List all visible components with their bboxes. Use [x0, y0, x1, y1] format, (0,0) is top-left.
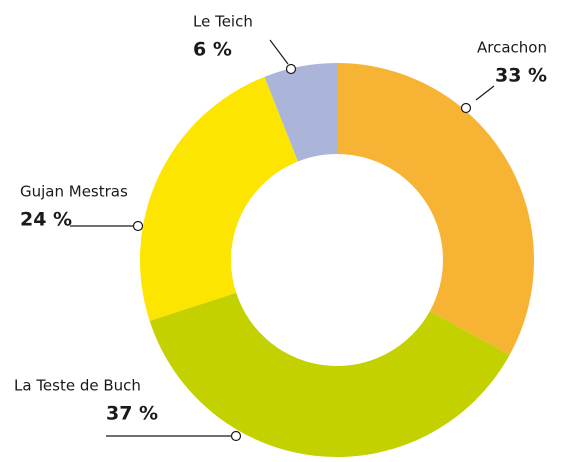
segment-value: 33 %	[495, 65, 547, 87]
segment-name: Gujan Mestras	[20, 183, 128, 201]
leader-line	[269, 39, 289, 65]
leader-dot	[460, 102, 472, 114]
leader-dot	[132, 220, 144, 232]
segment-value: 6 %	[193, 39, 232, 61]
segment-name: La Teste de Buch	[14, 377, 141, 395]
donut-segment	[149, 292, 510, 458]
leader-line	[475, 85, 495, 101]
leader-dot	[230, 430, 242, 442]
segment-value: 37 %	[106, 403, 158, 425]
donut-segment	[139, 76, 298, 321]
segment-name: Le Teich	[193, 13, 253, 31]
segment-value: 24 %	[20, 209, 72, 231]
leader-dot	[285, 63, 297, 75]
segment-name: Arcachon	[477, 39, 547, 57]
donut-segment	[264, 63, 337, 162]
donut-segment	[337, 63, 534, 355]
